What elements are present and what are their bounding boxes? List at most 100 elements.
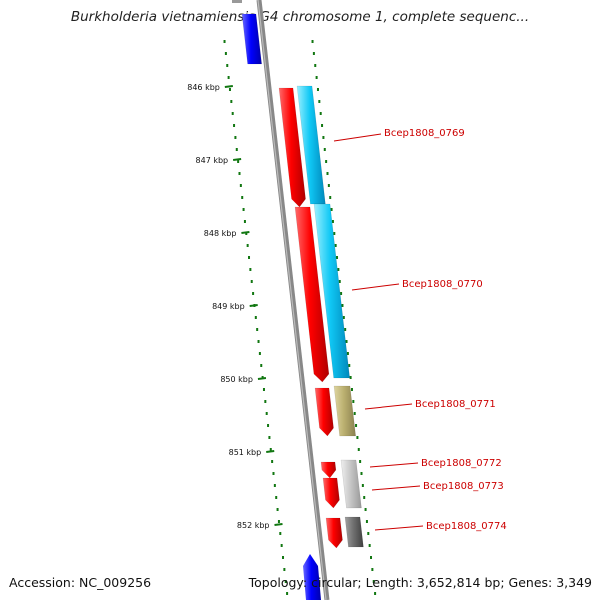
gc-dot: [268, 436, 271, 439]
gc-dot: [246, 244, 249, 247]
gc-dot: [350, 388, 353, 391]
gc-dot: [316, 88, 319, 91]
label-leader: [374, 525, 424, 531]
cds-bar-0770[interactable]: [313, 203, 350, 379]
gc-content-dots: [223, 40, 377, 595]
gc-dot: [325, 160, 328, 163]
scale-label: 848 kbp: [204, 229, 237, 238]
scale-tick: [274, 523, 283, 526]
scale-label: 851 kbp: [229, 448, 262, 457]
forward-strand-feature[interactable]: [241, 13, 262, 65]
gc-dot: [312, 52, 315, 55]
gene-arrow-reverse[interactable]: [314, 387, 334, 437]
forward-strand-feature[interactable]: [303, 554, 321, 600]
gene-arrow-reverse[interactable]: [294, 206, 330, 383]
gc-dot: [233, 124, 236, 127]
gc-dot: [276, 508, 279, 511]
gc-dot: [257, 340, 260, 343]
label-leader: [351, 283, 400, 291]
gc-dot: [243, 220, 246, 223]
label-leader: [371, 485, 421, 491]
gc-dot: [241, 196, 244, 199]
gc-dot: [249, 268, 252, 271]
gc-dot: [333, 232, 336, 235]
gene-label[interactable]: Bcep1808_0771: [415, 399, 496, 410]
gc-dot: [334, 244, 337, 247]
gc-dot: [349, 376, 352, 379]
gc-dot: [260, 364, 263, 367]
gene-label[interactable]: Bcep1808_0770: [402, 279, 483, 290]
cds-bar-0771[interactable]: [333, 385, 356, 437]
scale-tick: [266, 450, 275, 453]
label-leader: [369, 462, 419, 468]
gc-dot: [283, 568, 286, 571]
gc-dot: [280, 544, 283, 547]
gc-dot: [277, 520, 280, 523]
gc-dot: [363, 496, 366, 499]
gc-dot: [311, 40, 314, 43]
gc-dot: [355, 424, 358, 427]
gc-dot: [226, 64, 229, 67]
gc-dot: [258, 352, 261, 355]
gene-label[interactable]: Bcep1808_0774: [426, 521, 507, 532]
gc-dot: [279, 532, 282, 535]
gc-dot: [367, 532, 370, 535]
gc-dot: [338, 280, 341, 283]
gene-arrow-reverse[interactable]: [320, 461, 337, 479]
gc-dot: [361, 484, 364, 487]
gene-label[interactable]: Bcep1808_0773: [423, 481, 504, 492]
gene-label[interactable]: Bcep1808_0772: [421, 458, 502, 469]
gc-dot: [267, 424, 270, 427]
gc-dot: [331, 220, 334, 223]
gc-dot: [224, 52, 227, 55]
scale-label: 852 kbp: [237, 521, 270, 530]
gc-dot: [275, 496, 278, 499]
gc-dot: [340, 292, 343, 295]
gc-dot: [359, 460, 362, 463]
gc-dot: [345, 340, 348, 343]
gc-dot: [357, 448, 360, 451]
top-gray-cap: [232, 0, 242, 3]
gc-dot: [326, 172, 329, 175]
gene-features: [232, 0, 364, 600]
gene-arrow-reverse[interactable]: [322, 477, 340, 509]
scale-label: 846 kbp: [187, 83, 220, 92]
gc-dot: [271, 460, 274, 463]
gene-label[interactable]: Bcep1808_0769: [384, 128, 465, 139]
gc-dot: [314, 64, 317, 67]
gc-dot: [368, 544, 371, 547]
gc-dot: [336, 256, 339, 259]
gc-dot: [238, 172, 241, 175]
gc-dot: [282, 556, 285, 559]
gc-dot: [352, 400, 355, 403]
gc-dot: [273, 484, 276, 487]
gc-dot: [242, 208, 245, 211]
scale-label: 850 kbp: [220, 375, 253, 384]
gc-dot: [228, 88, 231, 91]
gene-arrow-reverse[interactable]: [278, 87, 306, 208]
gc-dot: [360, 472, 363, 475]
gc-dot: [252, 292, 255, 295]
gc-dot: [265, 412, 268, 415]
gc-dot: [237, 160, 240, 163]
gc-dot: [374, 592, 377, 595]
cds-bar-0772-0773[interactable]: [340, 459, 362, 509]
gc-dot: [330, 208, 333, 211]
label-leaders: [333, 133, 424, 531]
gc-dot: [341, 304, 344, 307]
gc-dot: [286, 592, 289, 595]
gc-dot: [346, 352, 349, 355]
gc-dot: [342, 316, 345, 319]
gc-dot: [231, 112, 234, 115]
backbone-line: [256, 0, 330, 600]
cds-bar-0774[interactable]: [344, 516, 364, 548]
accession-text: Accession: NC_009256: [9, 575, 152, 590]
gc-dot: [239, 184, 242, 187]
gc-dot: [344, 328, 347, 331]
gene-arrow-reverse[interactable]: [325, 517, 343, 549]
gc-dot: [356, 436, 359, 439]
gc-dot: [315, 76, 318, 79]
gc-dot: [323, 148, 326, 151]
gc-dot: [227, 76, 230, 79]
